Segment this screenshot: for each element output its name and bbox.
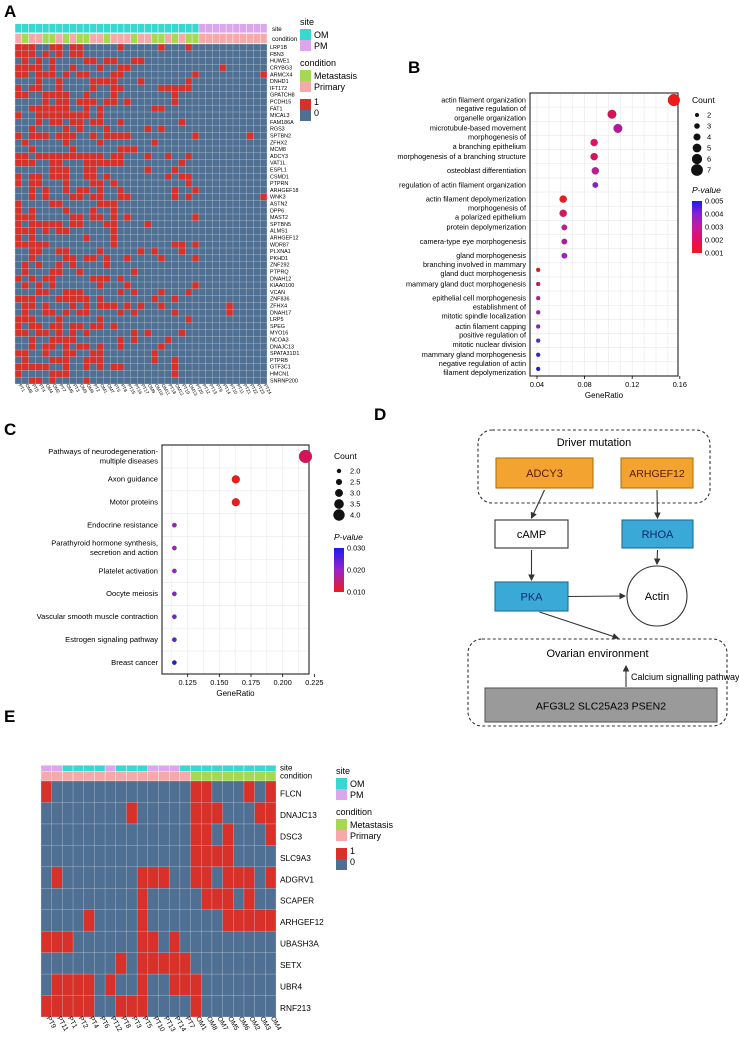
svg-text:SETX: SETX <box>280 960 302 970</box>
svg-text:PT2: PT2 <box>77 1016 89 1030</box>
svg-text:UBR4: UBR4 <box>280 982 303 992</box>
svg-text:condition: condition <box>280 772 312 781</box>
svg-text:OM4: OM4 <box>269 1016 283 1032</box>
svg-text:SLC9A3: SLC9A3 <box>280 853 311 863</box>
svg-text:ARHGEF12: ARHGEF12 <box>280 917 324 927</box>
svg-text:PT5: PT5 <box>141 1016 153 1030</box>
svg-text:SCAPER: SCAPER <box>280 896 314 906</box>
svg-text:PT3: PT3 <box>130 1016 142 1030</box>
svg-text:RNF213: RNF213 <box>280 1003 311 1013</box>
svg-text:DSC3: DSC3 <box>280 831 303 841</box>
svg-text:PT9: PT9 <box>45 1016 57 1030</box>
svg-text:PT6: PT6 <box>98 1016 110 1030</box>
svg-text:ADGRV1: ADGRV1 <box>280 874 314 884</box>
svg-text:FLCN: FLCN <box>280 788 302 798</box>
svg-text:PT4: PT4 <box>87 1016 99 1030</box>
svg-text:UBASH3A: UBASH3A <box>280 939 319 949</box>
svg-text:DNAJC13: DNAJC13 <box>280 810 317 820</box>
